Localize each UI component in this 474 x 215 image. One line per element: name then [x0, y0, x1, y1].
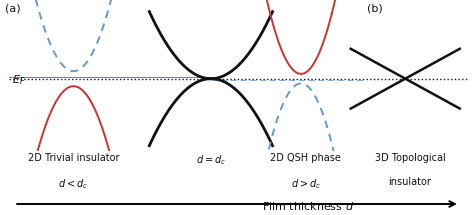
Text: 2D QSH phase: 2D QSH phase: [270, 153, 341, 163]
Text: 2D Trivial insulator: 2D Trivial insulator: [27, 153, 119, 163]
Text: $d = d_c$: $d = d_c$: [196, 153, 226, 167]
Text: insulator: insulator: [389, 177, 431, 187]
Text: $d > d_c$: $d > d_c$: [291, 177, 321, 191]
Text: $d < d_c$: $d < d_c$: [58, 177, 89, 191]
Text: (b): (b): [367, 3, 383, 13]
Text: 3D Topological: 3D Topological: [374, 153, 446, 163]
Text: $E_F$: $E_F$: [12, 73, 26, 87]
Text: Film thickness $d$: Film thickness $d$: [262, 200, 354, 212]
Text: (a): (a): [5, 3, 20, 13]
